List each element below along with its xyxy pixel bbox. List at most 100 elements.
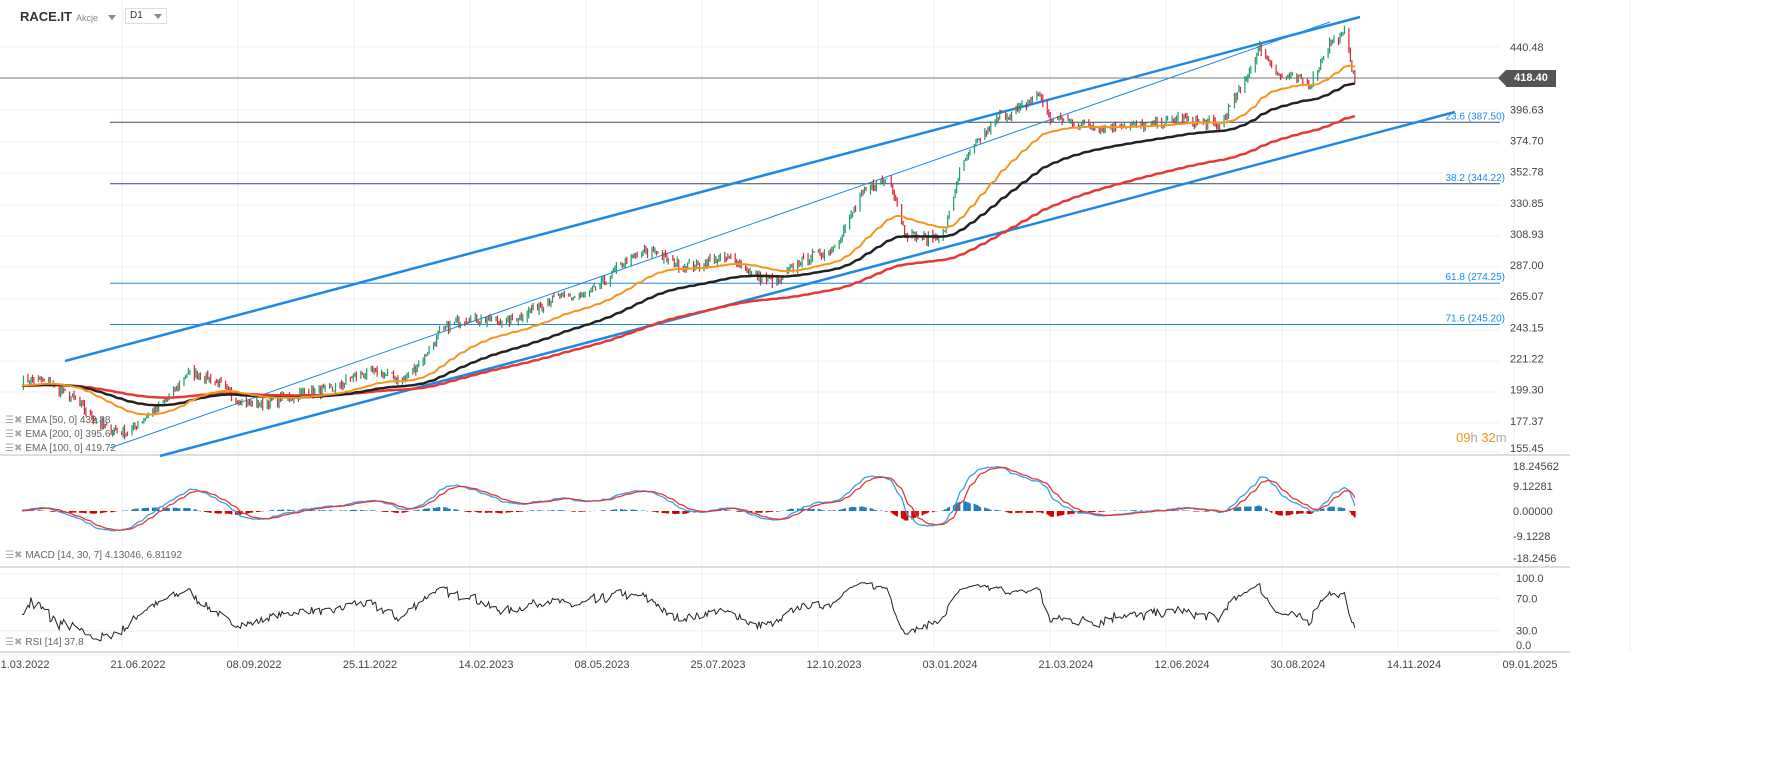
macd-histogram-bar	[958, 501, 961, 511]
macd-histogram-bar	[1257, 505, 1260, 511]
macd-histogram-bar	[487, 511, 490, 513]
macd-histogram-bar	[1172, 510, 1175, 511]
macd-histogram-bar	[456, 509, 459, 511]
date-tick: 25.07.2023	[690, 659, 745, 671]
macd-histogram-bar	[281, 509, 283, 511]
settings-icon[interactable]: ☰✖	[5, 415, 23, 426]
macd-histogram-bar	[969, 503, 971, 511]
macd-histogram-bar	[657, 511, 659, 513]
chevron-down-icon	[154, 14, 162, 19]
macd-histogram-bar	[397, 511, 399, 514]
macd-histogram-bar	[765, 511, 768, 513]
macd-histogram-bar	[510, 511, 512, 513]
macd-histogram-bar	[740, 511, 742, 512]
macd-histogram-bar	[756, 511, 759, 513]
channel-upper[interactable]	[64, 15, 1361, 363]
macd-histogram-bar	[1184, 510, 1187, 511]
macd-histogram-bar	[484, 511, 487, 513]
macd-histogram-bar	[630, 509, 633, 511]
macd-histogram-bar	[61, 511, 63, 513]
channel-lines[interactable]	[64, 15, 1456, 458]
macd-histogram-bar	[196, 510, 199, 511]
macd-histogram-bar	[634, 509, 637, 511]
macd-histogram-bar	[113, 511, 115, 512]
macd-histogram-bar	[282, 509, 285, 511]
macd-histogram-bar	[132, 509, 135, 511]
symbol-selector[interactable]: RACE.IT Akcje	[20, 9, 117, 24]
macd-histogram-bar	[609, 510, 612, 511]
macd-histogram-bar	[1089, 511, 1092, 513]
macd-histogram-bar	[885, 511, 888, 512]
macd-histogram-bar	[279, 509, 282, 511]
macd-histogram-bar	[293, 510, 295, 511]
macd-histogram-bar	[165, 507, 167, 511]
channel-lower[interactable]	[159, 110, 1456, 458]
macd-histogram-bar	[70, 511, 72, 513]
macd-histogram-bar	[1354, 511, 1356, 518]
macd-histogram-bar	[68, 511, 71, 513]
macd-histogram-bar	[865, 507, 867, 511]
macd-histogram-bar	[1141, 510, 1144, 511]
macd-histogram-bar	[217, 511, 219, 514]
legend-ema100[interactable]: ☰✖ EMA [100, 0] 419.72	[5, 443, 116, 454]
channel-mid[interactable]	[109, 21, 1331, 449]
macd-histogram-bar	[984, 507, 986, 511]
macd-histogram-bar	[685, 511, 687, 514]
macd-histogram-bar	[963, 501, 965, 511]
macd-histogram-bar	[239, 511, 242, 515]
legend-ema50[interactable]: ☰✖ EMA [50, 0] 432.88	[5, 415, 111, 426]
macd-histogram-bar	[370, 510, 372, 511]
settings-icon[interactable]: ☰✖	[5, 550, 23, 561]
macd-histogram-bar	[1098, 511, 1101, 513]
macd-histogram-bar	[614, 509, 616, 511]
macd-histogram-bar	[230, 511, 233, 515]
macd-histogram-bar	[553, 509, 555, 511]
macd-histogram-bar	[682, 511, 685, 514]
price-tick: 177.37	[1510, 416, 1544, 428]
chevron-down-icon	[108, 15, 117, 21]
macd-histogram-bar	[851, 507, 854, 511]
macd-histogram-bar	[911, 511, 913, 520]
macd-histogram-bar	[1248, 506, 1251, 511]
macd-histogram-bar	[572, 511, 575, 512]
macd-histogram-bar	[737, 511, 739, 512]
legend-rsi[interactable]: ☰✖ RSI [14] 37.8	[5, 637, 84, 648]
macd-histogram-bar	[1099, 511, 1102, 512]
timeframe-select[interactable]: D1	[125, 8, 167, 24]
macd-histogram-bar	[978, 506, 980, 511]
settings-icon[interactable]: ☰✖	[5, 637, 23, 648]
macd-histogram-bar	[532, 510, 534, 511]
macd-histogram-bar	[1328, 506, 1331, 511]
macd-histogram-bar	[1275, 511, 1277, 515]
macd-histogram-bar	[833, 510, 836, 511]
macd-histogram-bar	[324, 510, 326, 511]
macd-histogram-bar	[1285, 511, 1288, 516]
legend-ema200[interactable]: ☰✖ EMA [200, 0] 395.67	[5, 429, 116, 440]
macd-histogram-bar	[654, 511, 656, 512]
macd-histogram-bar	[530, 510, 533, 511]
rsi-line	[22, 581, 1356, 642]
settings-icon[interactable]: ☰✖	[5, 429, 23, 440]
macd-histogram-bar	[1027, 511, 1029, 513]
rsi-panel	[22, 581, 1356, 642]
macd-histogram-bar	[518, 511, 521, 512]
macd-histogram-bar	[917, 511, 919, 517]
last-price-label: 418.40	[1498, 70, 1556, 87]
macd-histogram-bar	[339, 510, 341, 511]
macd-histogram-bar	[205, 511, 208, 512]
macd-histogram-bar	[349, 509, 352, 511]
macd-histogram-bar	[1061, 511, 1063, 516]
settings-icon[interactable]: ☰✖	[5, 443, 23, 454]
macd-histogram-bar	[1319, 509, 1322, 511]
macd-histogram-bar	[1244, 506, 1246, 511]
macd-histogram-bar	[841, 509, 844, 511]
macd-histogram-bar	[894, 511, 897, 516]
macd-histogram-bar	[1025, 511, 1028, 513]
macd-histogram-bar	[924, 511, 927, 514]
legend-macd[interactable]: ☰✖ MACD [14, 30, 7] 4.13046, 6.81192	[5, 550, 182, 561]
macd-histogram-bar	[1300, 511, 1303, 514]
macd-histogram-bar	[819, 509, 821, 511]
macd-histogram-bar	[166, 507, 169, 511]
macd-histogram-bar	[511, 511, 514, 513]
